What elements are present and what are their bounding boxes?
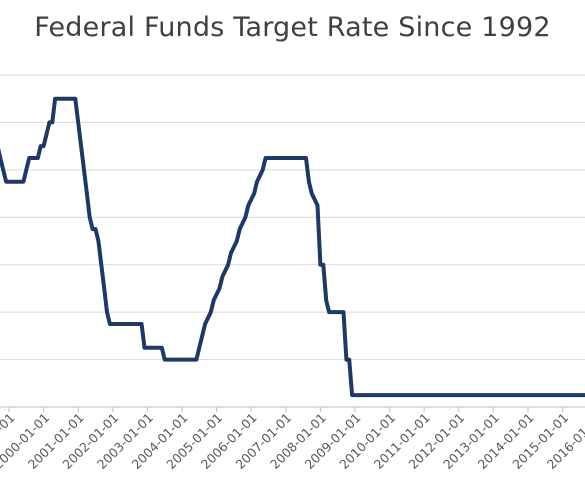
series-line-0 — [0, 96, 585, 398]
chart-title: Federal Funds Target Rate Since 1992 — [34, 12, 551, 43]
gridlines — [0, 74, 585, 361]
x-tick-labels: 1999-01-012000-01-012001-01-012002-01-01… — [0, 410, 585, 472]
series-layer — [0, 96, 585, 398]
x-axis — [0, 406, 585, 412]
